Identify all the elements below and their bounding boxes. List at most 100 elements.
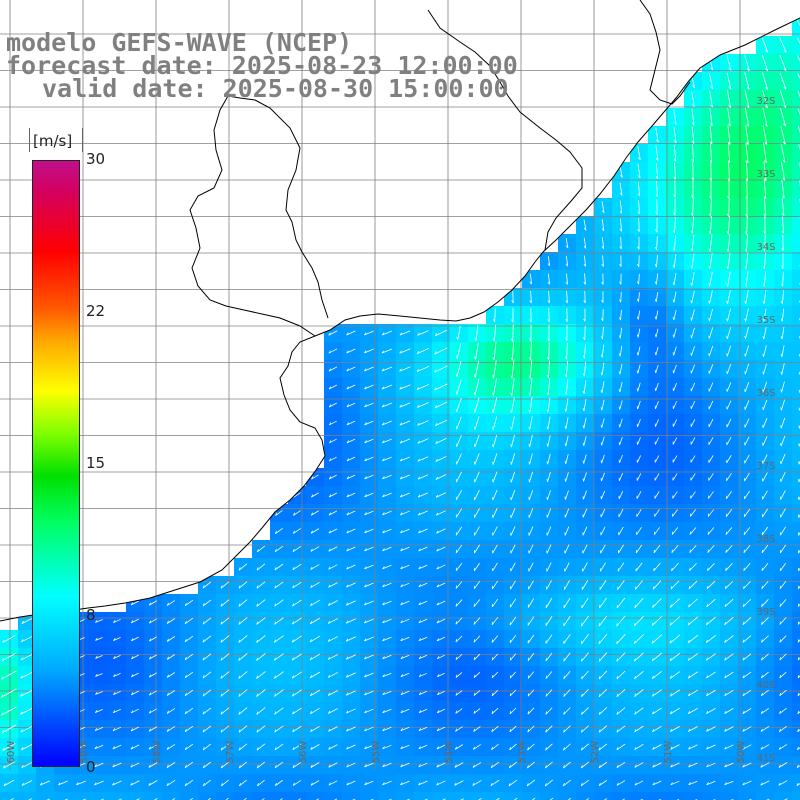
wind-arrow [274, 563, 284, 571]
wind-arrow [779, 671, 787, 679]
wind-arrow [528, 508, 534, 518]
lon-label: 57W [225, 741, 236, 764]
wind-arrow [761, 599, 769, 607]
wind-arrow [727, 143, 731, 163]
wind-arrow [399, 402, 411, 408]
wind-arrow-head [580, 765, 583, 769]
wind-arrow [256, 707, 266, 715]
wind-arrow-head [726, 283, 729, 287]
wind-arrow [745, 161, 749, 181]
wind-arrow-head [166, 710, 169, 714]
coastline [0, 0, 800, 622]
wind-arrow-head [724, 710, 727, 714]
wind-arrow [742, 762, 752, 768]
wind-arrow [780, 417, 786, 429]
wind-arrow-head [744, 353, 746, 357]
wind-arrow [619, 381, 623, 393]
wind-arrow-head [582, 390, 585, 394]
wind-arrow [346, 438, 356, 444]
wind-arrow [20, 653, 34, 661]
wind-arrow [274, 743, 284, 751]
wind-arrow-head [778, 746, 781, 750]
wind-arrow [725, 527, 733, 535]
wind-arrow [687, 653, 699, 661]
wind-arrow-head [473, 392, 476, 396]
wind-arrow-head [651, 658, 654, 662]
wind-arrow [634, 780, 644, 786]
wind-arrow-head [564, 496, 566, 500]
wind-arrow [798, 585, 800, 589]
wind-arrow [346, 726, 356, 732]
wind-arrow [616, 761, 626, 769]
wind-arrow-head [760, 692, 763, 696]
wind-arrow [655, 292, 659, 302]
wind-arrow-head [492, 392, 494, 396]
wind-arrow-head [310, 746, 313, 750]
wind-arrow [493, 324, 497, 342]
wind-arrow-head [763, 195, 767, 199]
wind-arrow [436, 636, 446, 642]
wind-arrow-head [655, 157, 659, 161]
wind-arrow [744, 490, 750, 500]
wind-arrow-head [780, 300, 783, 304]
wind-arrow-head [382, 656, 385, 660]
wind-arrow [184, 725, 194, 733]
wind-cell [792, 378, 800, 397]
wind-arrow-head [616, 782, 619, 786]
wind-arrow [708, 73, 714, 89]
wind-arrow-head [690, 248, 693, 252]
wind-arrow-head [399, 332, 403, 336]
wind-arrow [565, 490, 569, 500]
wind-arrow [601, 201, 605, 213]
wind-arrow-head [400, 566, 403, 570]
wind-arrow [655, 401, 659, 409]
wind-arrow-head [221, 783, 223, 787]
wind-arrow-head [724, 585, 727, 589]
wind-arrow-head [563, 729, 565, 733]
wind-arrow-head [184, 692, 187, 697]
wind-arrow [727, 290, 731, 304]
wind-arrow [545, 652, 553, 662]
wind-arrow [798, 567, 800, 572]
wind-arrow-head [292, 548, 295, 552]
wind-arrow [691, 144, 695, 162]
wind-arrow-head [382, 494, 385, 498]
wind-arrow [400, 726, 410, 732]
wind-arrow [328, 582, 338, 588]
wind-arrow [655, 328, 659, 338]
wind-arrow-head [690, 230, 693, 234]
wind-arrow [207, 797, 211, 800]
wind-arrow [796, 2, 800, 9]
wind-cell [792, 324, 800, 343]
wind-cell [252, 792, 271, 800]
wind-arrow [275, 510, 283, 516]
wind-arrow [364, 618, 374, 624]
wind-arrow-head [1, 658, 4, 662]
wind-arrow [113, 618, 121, 624]
wind-arrow [744, 454, 750, 464]
wind-arrow-head [634, 711, 637, 715]
wind-arrow [762, 490, 768, 500]
wind-arrow-head [743, 567, 745, 571]
wind-arrow-head [131, 674, 134, 678]
wind-arrow-head [783, 50, 787, 53]
wind-arrow [454, 762, 464, 768]
wind-cell [486, 792, 505, 800]
wind-arrow-head [274, 530, 277, 534]
wind-arrow-head [436, 566, 439, 570]
wind-arrow [617, 580, 625, 590]
wind-arrow-head [455, 408, 458, 412]
wind-arrow [256, 761, 266, 769]
wind-arrow [779, 707, 787, 715]
wind-cell [216, 792, 235, 800]
wind-arrow-head [636, 334, 639, 338]
wind-arrow [95, 637, 103, 641]
wind-arrow [600, 508, 606, 518]
wind-arrow-head [582, 425, 585, 429]
wind-arrow [797, 603, 800, 607]
wind-arrow [688, 689, 698, 697]
wind-arrow [724, 780, 734, 786]
wind-arrow-head [202, 675, 205, 679]
wind-arrow [761, 671, 769, 679]
wind-cell [648, 792, 667, 800]
